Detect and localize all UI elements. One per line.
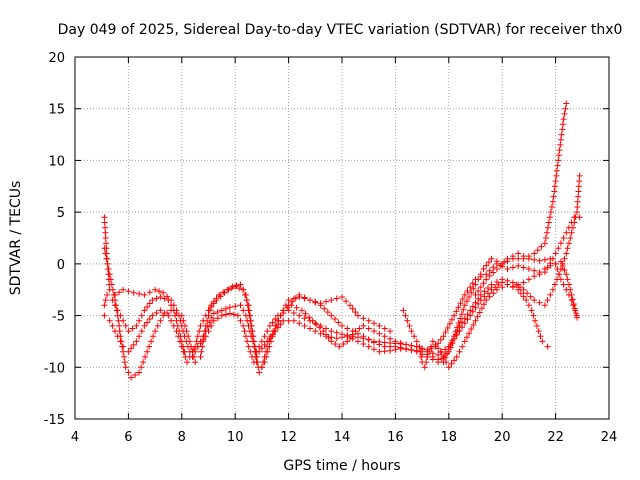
x-tick-label: 16 xyxy=(387,430,404,445)
series-track-4 xyxy=(101,100,570,366)
y-tick-label: 0 xyxy=(57,258,65,273)
x-tick-label: 24 xyxy=(601,430,618,445)
y-tick-label: 20 xyxy=(48,51,65,66)
y-tick-label: 5 xyxy=(57,206,65,221)
y-tick-label: -10 xyxy=(44,361,65,376)
series-track-7 xyxy=(472,250,580,319)
x-tick-label: 8 xyxy=(178,430,186,445)
data-point-markers xyxy=(101,100,570,366)
x-tick-label: 4 xyxy=(71,430,79,445)
y-tick-label: -15 xyxy=(44,413,65,428)
chart-title: Day 049 of 2025, Sidereal Day-to-day VTE… xyxy=(58,22,623,38)
x-tick-label: 20 xyxy=(494,430,511,445)
x-tick-label: 14 xyxy=(334,430,351,445)
x-axis-label: GPS time / hours xyxy=(283,458,400,474)
y-tick-label: 10 xyxy=(48,154,65,169)
data-point-markers xyxy=(400,281,551,371)
y-tick-label: -5 xyxy=(52,310,65,325)
series-track-6 xyxy=(285,291,394,335)
y-axis-ticks: -15 -10 -5 0 5 10 15 20 xyxy=(44,51,609,428)
x-tick-label: 22 xyxy=(547,430,564,445)
y-tick-label: 15 xyxy=(48,103,65,118)
grid xyxy=(75,57,609,419)
data-point-markers xyxy=(472,250,580,319)
x-axis-ticks: 4 6 8 10 12 14 16 18 20 22 24 xyxy=(71,57,617,445)
y-axis-label: SDTVAR / TECUs xyxy=(8,181,24,296)
x-tick-label: 6 xyxy=(124,430,132,445)
data-point-markers xyxy=(285,291,394,335)
series-track-5 xyxy=(400,281,551,371)
x-tick-label: 18 xyxy=(441,430,458,445)
x-tick-label: 10 xyxy=(227,430,244,445)
data-marks xyxy=(101,100,583,381)
x-tick-label: 12 xyxy=(280,430,297,445)
